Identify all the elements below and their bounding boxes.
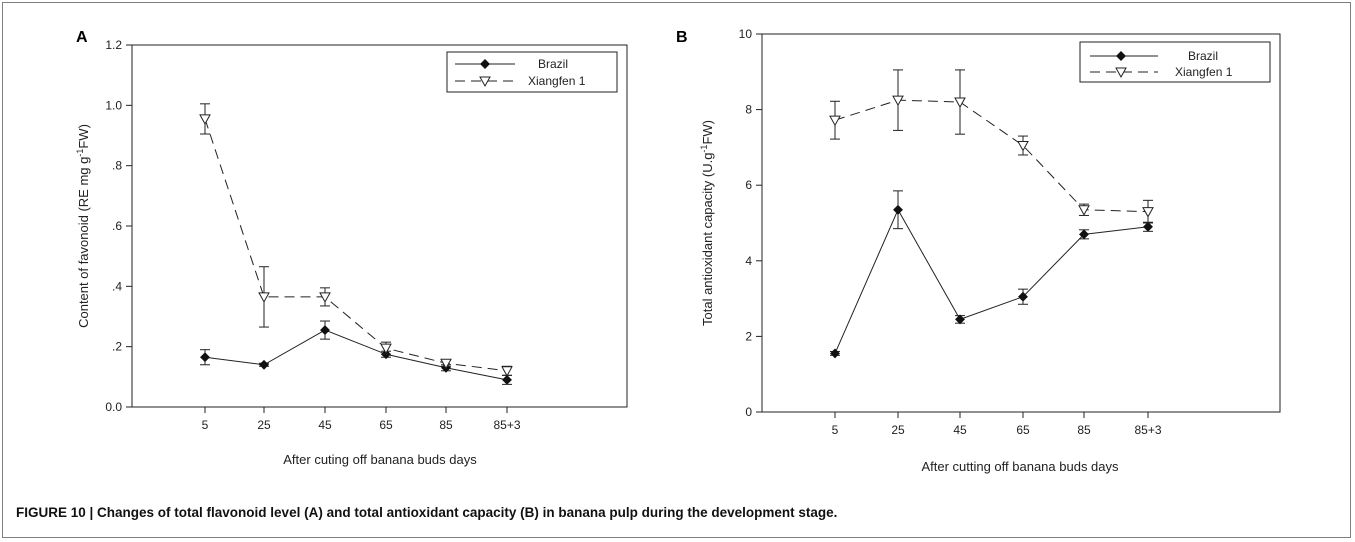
panel-a-xtick-label: 85 [439, 418, 453, 432]
panel-a: A 0.0 .2 .4 .6 .8 1.0 1.2 5 25 45 65 85 85+3 After … [75, 29, 628, 467]
panel-a-plot-frame [131, 44, 628, 408]
panel-a-legend: Brazil Xiangfen 1 [446, 51, 618, 93]
panel-b-legend-marker-brazil [1116, 51, 1126, 61]
panel-a-point-brazil [200, 352, 210, 363]
panel-a-point-xiangfen [501, 366, 513, 377]
panel-b-xtick-label: 5 [832, 423, 839, 437]
panel-b-legend: Brazil Xiangfen 1 [1079, 41, 1271, 83]
panel-b-ytick-label: 8 [745, 103, 752, 117]
panel-b-point-brazil [1018, 291, 1028, 302]
panel-a-ytick-label: .2 [112, 340, 122, 354]
panel-b-xtick-label: 85+3 [1134, 423, 1161, 437]
panel-a-point-xiangfen [199, 114, 211, 125]
panel-b-point-brazil [893, 204, 903, 215]
panel-b-ytick-label: 0 [745, 405, 752, 419]
panel-b-ytick-label: 10 [739, 27, 753, 41]
panel-a-ylabel: Content of favonoid (RE mg g-1FW) [75, 124, 91, 328]
panel-b-point-xiangfen [954, 97, 966, 109]
panel-b-legend-marker-xiangfen [1115, 67, 1127, 79]
panel-a-ytick-label: .6 [112, 219, 122, 233]
panel-a-legend-label-brazil: Brazil [538, 57, 568, 71]
panel-b-series-line-xiangfen [834, 99, 1149, 213]
panel-a-xtick-label: 65 [379, 418, 393, 432]
panel-b-point-xiangfen [892, 95, 904, 107]
panel-b-point-brazil [1079, 229, 1089, 240]
panel-b-ytick-label: 4 [745, 254, 752, 268]
panel-a-ytick-label: 1.0 [105, 98, 122, 112]
panel-b-legend-box [1079, 41, 1271, 83]
panel-b-ytick-label: 2 [745, 329, 752, 343]
panel-a-point-brazil [259, 359, 269, 370]
panel-a-xtick-label: 5 [202, 418, 209, 432]
panel-b-point-xiangfen [1078, 205, 1090, 216]
panel-a-point-xiangfen [258, 292, 270, 303]
panel-b-xtick-label: 85 [1077, 423, 1091, 437]
panel-b-series-line-brazil [834, 208, 1149, 354]
panel-b-point-brazil [1143, 221, 1153, 232]
panel-a-point-brazil [502, 374, 512, 385]
panel-a-xtick-label: 85+3 [493, 418, 520, 432]
panel-b-point-xiangfen [1017, 141, 1029, 152]
panel-a-ytick-label: .8 [112, 159, 122, 173]
panel-b: B 0 2 4 6 8 10 5 25 45 65 85 85+3 After cutting of… [676, 27, 1281, 474]
panel-b-xtick-label: 65 [1016, 423, 1030, 437]
panel-b-point-xiangfen [1142, 207, 1154, 218]
panel-a-point-xiangfen [319, 292, 331, 303]
panel-a-point-xiangfen [380, 343, 392, 355]
panel-b-ytick-label: 6 [745, 178, 752, 192]
panel-a-ytick-label: 1.2 [105, 38, 122, 52]
panel-a-legend-box [446, 51, 618, 93]
panel-a-letter: A [76, 29, 88, 46]
panel-b-point-brazil [955, 314, 965, 325]
panel-a-ytick-label: .4 [112, 279, 122, 293]
panel-b-letter: B [676, 29, 688, 46]
panel-b-xlabel: After cutting off banana buds days [921, 459, 1119, 474]
panel-a-xlabel: After cuting off banana buds days [283, 452, 477, 467]
panel-a-legend-marker-xiangfen [479, 76, 491, 88]
panel-b-legend-label-xiangfen: Xiangfen 1 [1175, 65, 1233, 79]
panel-a-point-xiangfen [440, 358, 452, 370]
panel-b-plot-frame [761, 33, 1281, 413]
panel-b-xtick-label: 45 [953, 423, 967, 437]
panel-b-legend-label-brazil: Brazil [1188, 49, 1218, 63]
panel-a-legend-label-xiangfen: Xiangfen 1 [528, 74, 586, 88]
panel-a-point-brazil [320, 325, 330, 336]
panel-b-point-brazil [830, 348, 840, 359]
panel-a-xtick-label: 45 [318, 418, 332, 432]
panel-a-ytick-label: 0.0 [105, 400, 122, 414]
panel-a-series-line-xiangfen [204, 118, 508, 372]
panel-a-series-line-brazil [204, 329, 508, 381]
panel-b-ylabel: Total antioxidant capacity (U.g-1FW) [699, 120, 715, 326]
figure-caption: FIGURE 10 | Changes of total flavonoid l… [16, 505, 838, 520]
panel-b-point-xiangfen [829, 115, 841, 127]
panel-a-xtick-label: 25 [257, 418, 271, 432]
panel-b-xtick-label: 25 [891, 423, 905, 437]
